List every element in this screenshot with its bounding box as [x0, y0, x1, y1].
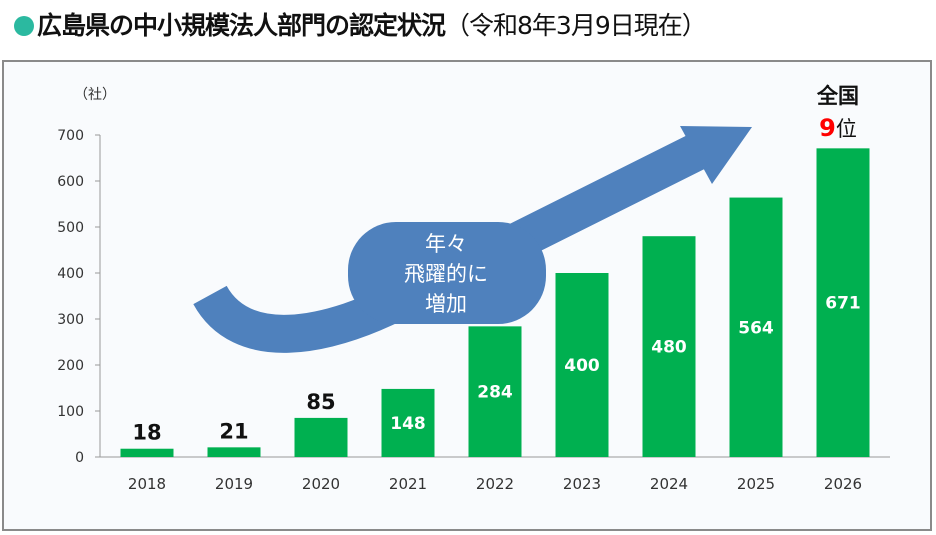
x-tick-label: 2020 — [302, 475, 340, 493]
data-label: 18 — [132, 421, 161, 445]
x-tick-label: 2018 — [128, 475, 166, 493]
arrow-label-line: 年々 — [425, 232, 467, 256]
data-label: 85 — [306, 390, 335, 414]
arrow-head-icon — [680, 126, 752, 184]
title-sub: （令和8年3月9日現在） — [445, 11, 707, 40]
y-tick-label: 200 — [57, 358, 84, 374]
page-title: 広島県の中小規模法人部門の認定状況（令和8年3月9日現在） — [14, 6, 707, 42]
x-tick-label: 2025 — [737, 475, 775, 493]
bar-2018 — [120, 448, 174, 457]
chart-bars: 2018 18 2019 21 2020 85 2021 148 2022 284 2023 400 2… — [120, 148, 870, 493]
data-label: 564 — [738, 318, 774, 338]
x-tick-label: 2021 — [389, 475, 427, 493]
x-tick-label: 2026 — [824, 475, 862, 493]
bar-2026 — [816, 148, 870, 457]
bar-2019 — [207, 447, 261, 457]
data-label: 480 — [651, 338, 687, 358]
bar-2020 — [294, 417, 348, 457]
bullet-dot-icon — [14, 16, 34, 36]
rank-suffix: 位 — [836, 117, 857, 141]
bar-2025 — [729, 197, 783, 457]
data-label: 21 — [219, 419, 248, 443]
data-label: 400 — [564, 356, 600, 376]
x-tick-label: 2024 — [650, 475, 688, 493]
y-tick-label: 700 — [57, 128, 84, 144]
y-tick-label: 600 — [57, 174, 84, 190]
y-axis-label: （社） — [74, 87, 116, 103]
bar-2021 — [381, 388, 435, 457]
rank-number: 9 — [819, 114, 836, 142]
arrow-label-line: 増加 — [425, 292, 467, 316]
bar-2022 — [468, 326, 522, 457]
rank-value: 9位 — [819, 114, 857, 142]
title-main: 広島県の中小規模法人部門の認定状況 — [37, 11, 446, 40]
y-tick-label: 400 — [57, 266, 84, 282]
y-tick-label: 300 — [57, 312, 84, 328]
data-label: 148 — [390, 414, 426, 434]
y-tick-label: 500 — [57, 220, 84, 236]
bar-2024 — [642, 236, 696, 457]
bar-2023 — [555, 273, 609, 457]
rank-label: 全国 — [816, 84, 859, 108]
x-tick-label: 2022 — [476, 475, 514, 493]
data-label: 284 — [477, 383, 513, 403]
y-tick-label: 100 — [57, 404, 84, 420]
arrow-label-line: 飛躍的に — [404, 262, 488, 286]
y-tick-label: 0 — [75, 450, 84, 466]
x-tick-label: 2023 — [563, 475, 601, 493]
x-tick-label: 2019 — [215, 475, 253, 493]
data-label: 671 — [825, 294, 861, 314]
arrow-label-bubble — [348, 222, 546, 324]
